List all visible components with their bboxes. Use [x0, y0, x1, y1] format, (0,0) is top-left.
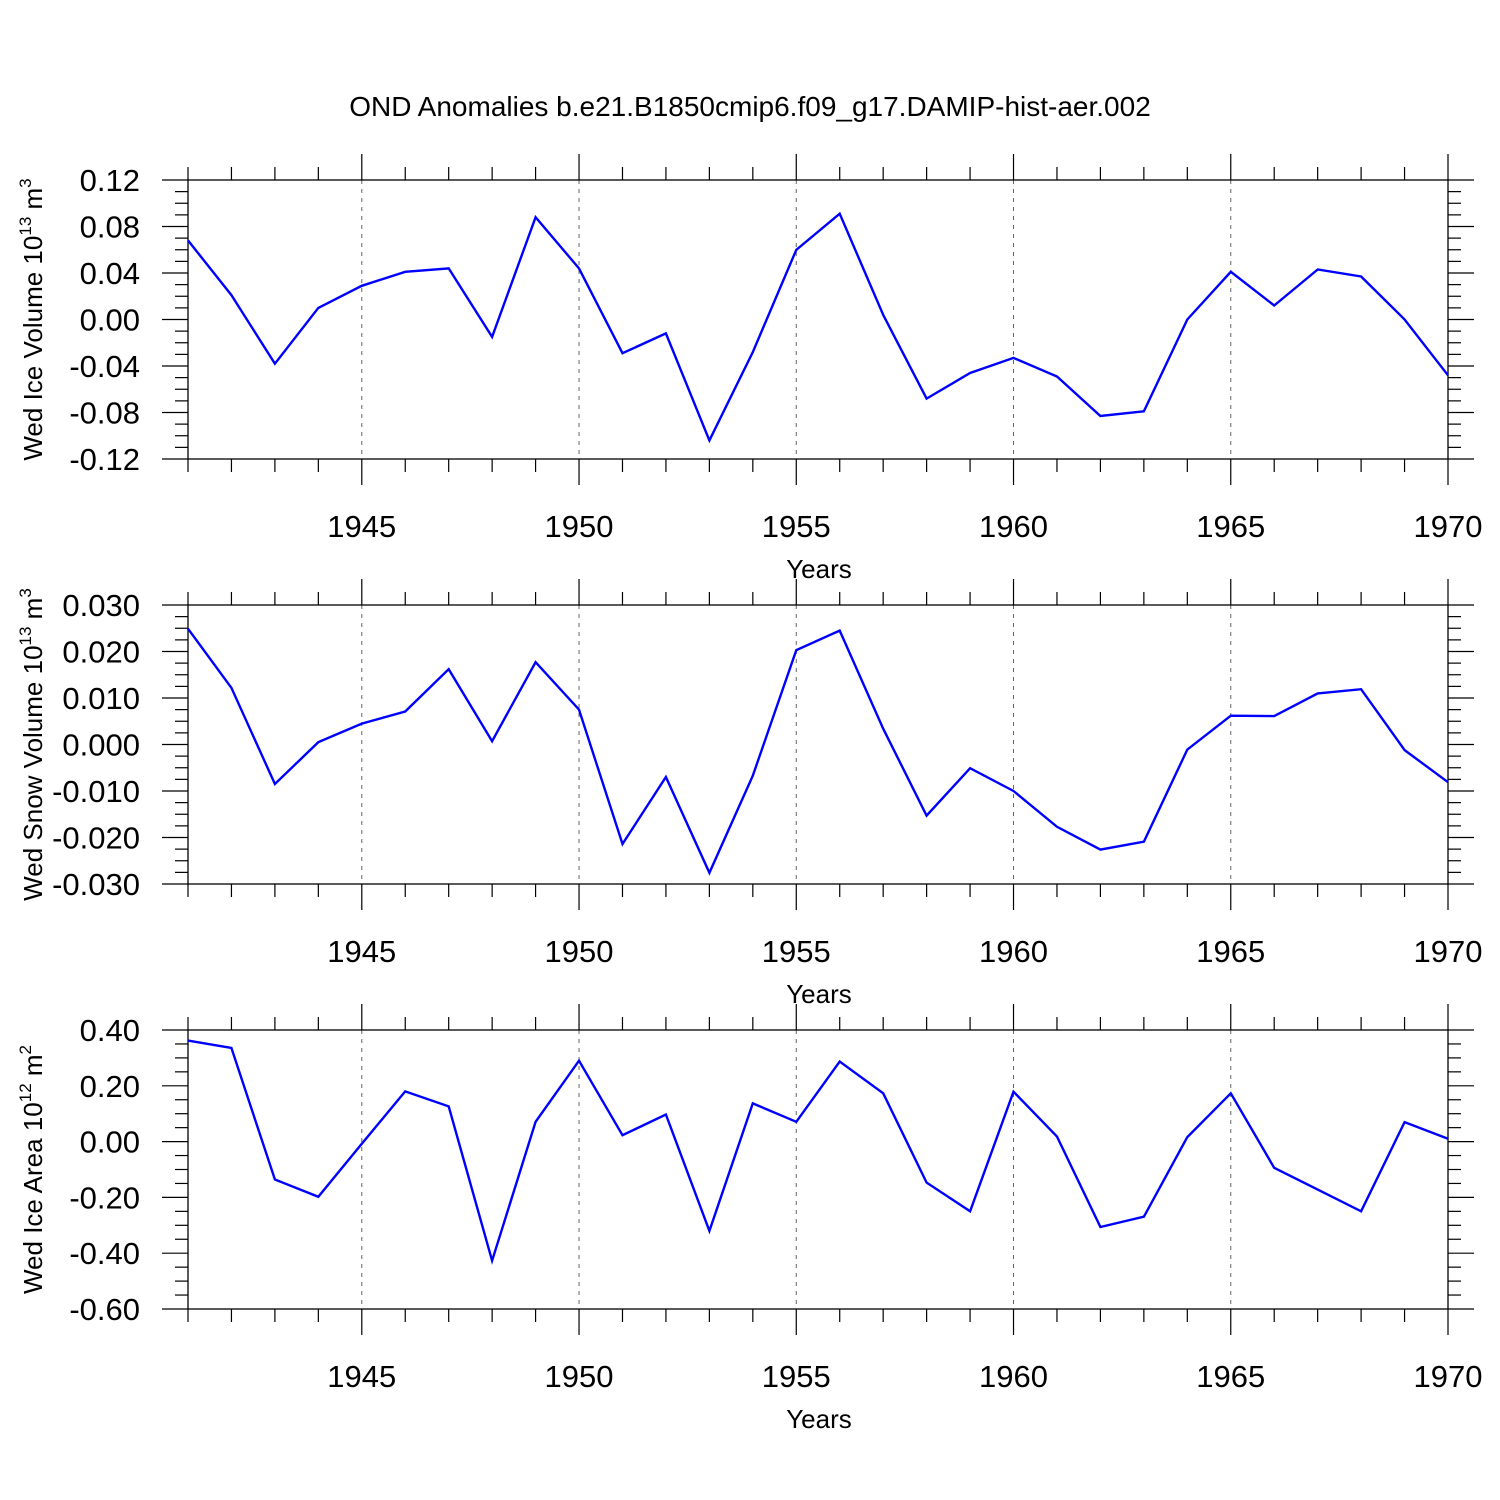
x-tick-label: 1965 — [1196, 934, 1265, 969]
y-tick-label: 0.08 — [80, 210, 140, 245]
series-line — [187, 627, 1449, 876]
x-tick-label: 1950 — [545, 1359, 614, 1394]
y-axis-label-unit: m — [18, 598, 48, 627]
x-tick-label: 1955 — [762, 1359, 831, 1394]
x-tick-label: 1970 — [1414, 509, 1483, 544]
y-axis-label-unit-exponent: 2 — [16, 1045, 35, 1054]
x-tick-label: 1960 — [979, 509, 1048, 544]
x-tick-label: 1960 — [979, 1359, 1048, 1394]
x-axis-label: Years — [786, 554, 852, 584]
x-tick-label: 1945 — [327, 934, 396, 969]
y-tick-label: -0.08 — [69, 396, 140, 431]
y-axis-label-base: Wed Ice Volume 10 — [18, 236, 48, 461]
y-axis-label-unit: m — [18, 1054, 48, 1083]
chart-panel-1: 0.12 0.08 0.04 0.00 -0.04 -0.08 -0.12 1945 1950 1… — [16, 154, 1482, 584]
series-line — [187, 211, 1449, 444]
x-axis-label: Years — [786, 1404, 852, 1434]
y-tick-label: 0.010 — [62, 681, 140, 716]
y-tick-label: 0.00 — [80, 1125, 140, 1160]
x-tick-label: 1965 — [1196, 1359, 1265, 1394]
y-tick-label: -0.40 — [69, 1236, 140, 1271]
y-tick-label: -0.030 — [52, 867, 140, 902]
chart-panel-2: 0.030 0.020 0.010 0.000 -0.010 -0.020 -0.030 19… — [16, 579, 1482, 1009]
y-tick-label: -0.12 — [69, 442, 140, 477]
y-tick-label: 0.12 — [80, 163, 140, 198]
y-tick-label: 0.030 — [62, 588, 140, 623]
y-tick-label: -0.20 — [69, 1180, 140, 1215]
y-tick-label: -0.04 — [69, 349, 140, 384]
y-axis-label-unit-exponent: 3 — [16, 588, 35, 597]
y-axis-label: Wed Snow Volume 1013 m3 — [16, 588, 48, 901]
plot-frame — [187, 604, 1449, 885]
x-tick-label: 1955 — [762, 509, 831, 544]
y-axis-label-unit: m — [18, 188, 48, 217]
y-axis-label-base: Wed Snow Volume 10 — [18, 645, 48, 900]
x-tick-label: 1960 — [979, 934, 1048, 969]
x-tick-label: 1950 — [545, 934, 614, 969]
y-axis-label-exponent: 13 — [16, 217, 35, 236]
x-tick-label: 1955 — [762, 934, 831, 969]
y-axis-label-exponent: 13 — [16, 627, 35, 646]
series-line — [187, 1039, 1449, 1265]
figure-title: OND Anomalies b.e21.B1850cmip6.f09_g17.D… — [349, 91, 1151, 122]
y-axis-label: Wed Ice Volume 1013 m3 — [16, 178, 48, 460]
x-axis-label: Years — [786, 979, 852, 1009]
y-tick-label: 0.000 — [62, 728, 140, 763]
y-tick-label: 0.04 — [80, 256, 140, 291]
y-tick-label: 0.00 — [80, 303, 140, 338]
y-axis-label-exponent: 12 — [16, 1083, 35, 1102]
plot-frame — [187, 1029, 1449, 1310]
y-axis-label-base: Wed Ice Area 10 — [18, 1102, 48, 1294]
x-tick-label: 1950 — [545, 509, 614, 544]
y-axis-label-unit-exponent: 3 — [16, 178, 35, 187]
y-tick-label: -0.020 — [52, 821, 140, 856]
y-axis-label: Wed Ice Area 1012 m2 — [16, 1045, 48, 1294]
chart-panel-3: 0.40 0.20 0.00 -0.20 -0.40 -0.60 1945 1950 1955 1… — [16, 1004, 1482, 1434]
y-tick-label: 0.20 — [80, 1069, 140, 1104]
x-tick-label: 1970 — [1414, 1359, 1483, 1394]
x-tick-label: 1965 — [1196, 509, 1265, 544]
y-tick-label: 0.020 — [62, 635, 140, 670]
x-tick-label: 1945 — [327, 1359, 396, 1394]
plot-frame — [187, 179, 1449, 460]
x-tick-label: 1970 — [1414, 934, 1483, 969]
y-tick-label: -0.010 — [52, 774, 140, 809]
x-tick-label: 1945 — [327, 509, 396, 544]
y-tick-label: -0.60 — [69, 1292, 140, 1327]
y-tick-label: 0.40 — [80, 1013, 140, 1048]
